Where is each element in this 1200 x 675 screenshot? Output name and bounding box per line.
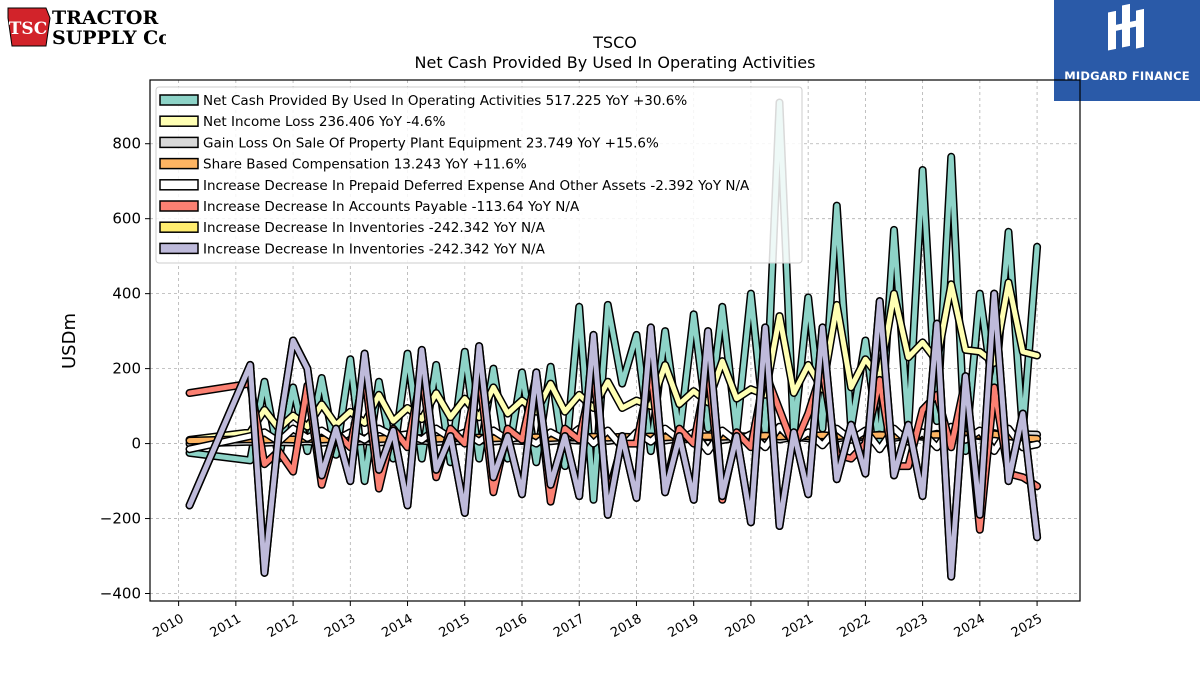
plot-frame: [149, 79, 1081, 602]
series-layer: [185, 98, 1042, 581]
legend-entry: Gain Loss On Sale Of Property Plant Equi…: [203, 135, 659, 151]
x-tick-label: 2022: [837, 611, 873, 641]
legend-entry: Increase Decrease In Accounts Payable -1…: [203, 199, 580, 215]
legend-swatch: [159, 115, 199, 127]
y-tick-label: 200: [112, 360, 141, 378]
x-tick-label: 2014: [379, 611, 415, 641]
x-tick-label: 2025: [1009, 611, 1045, 641]
series-line-7: [187, 291, 1040, 580]
legend-swatch: [159, 221, 199, 233]
x-tick-label: 2020: [723, 611, 759, 641]
tractor-supply-logo: TSC TRACTOR SUPPLY Co: [7, 7, 166, 48]
legend-swatch: [159, 200, 199, 212]
tsc-badge-text: TSC: [9, 19, 47, 39]
x-tick-label: 2024: [952, 611, 988, 641]
tsc-wordmark-line1: TRACTOR: [52, 7, 158, 29]
midgard-finance-logo: MIDGARD FINANCE: [1054, 0, 1200, 101]
legend-entry: Net Income Loss 236.406 YoY -4.6%: [203, 114, 446, 130]
legend-entry: Increase Decrease In Prepaid Deferred Ex…: [203, 178, 750, 194]
x-axis: 2010 2011 2012 2013 2014 2015 2016 2017 2018 2019…: [150, 601, 1045, 641]
legend-entry: Increase Decrease In Inventories -242.34…: [203, 241, 546, 257]
x-tick-label: 2019: [666, 611, 702, 641]
legend-swatch: [159, 157, 199, 170]
chart-title: TSCO: [592, 33, 637, 52]
y-tick-label: 800: [112, 135, 141, 153]
y-axis-label: USDm: [59, 313, 80, 369]
legend-entry: Net Cash Provided By Used In Operating A…: [203, 93, 687, 109]
x-tick-label: 2015: [437, 611, 473, 641]
x-tick-label: 2021: [780, 611, 816, 641]
y-tick-label: 600: [112, 210, 141, 228]
x-tick-label: 2010: [150, 611, 186, 641]
x-tick-label: 2017: [551, 611, 587, 641]
midgard-brand-name: MIDGARD FINANCE: [1064, 69, 1190, 83]
y-axis: −400 −200 0 200 400 600 800: [100, 135, 150, 603]
x-tick-label: 2023: [894, 611, 930, 641]
x-tick-label: 2016: [494, 611, 530, 641]
x-tick-label: 2011: [208, 611, 244, 641]
y-tick-label: 0: [131, 435, 141, 453]
legend-entry: Share Based Compensation 13.243 YoY +11.…: [203, 157, 527, 173]
legend-box: [155, 86, 803, 264]
x-tick-label: 2013: [322, 611, 358, 641]
legend-swatch: [159, 136, 199, 149]
chart-subtitle: Net Cash Provided By Used In Operating A…: [415, 53, 816, 72]
midgard-mark-icon: [1108, 3, 1144, 51]
x-tick-label: 2018: [608, 611, 644, 641]
series-line-0: [187, 100, 1040, 503]
legend-swatch: [159, 242, 199, 255]
y-tick-label: −400: [100, 585, 141, 603]
legend-swatch: [159, 94, 199, 106]
tsc-badge-shape: [7, 7, 51, 47]
legend-entry: Increase Decrease In Inventories -242.34…: [203, 220, 546, 236]
x-tick-label: 2012: [265, 611, 301, 641]
legend-swatch: [159, 179, 199, 191]
chart-legend: Net Cash Provided By Used In Operating A…: [155, 86, 803, 264]
y-tick-label: 400: [112, 285, 141, 303]
y-tick-label: −200: [100, 510, 141, 528]
tsc-wordmark-line2: SUPPLY Co: [52, 27, 166, 48]
